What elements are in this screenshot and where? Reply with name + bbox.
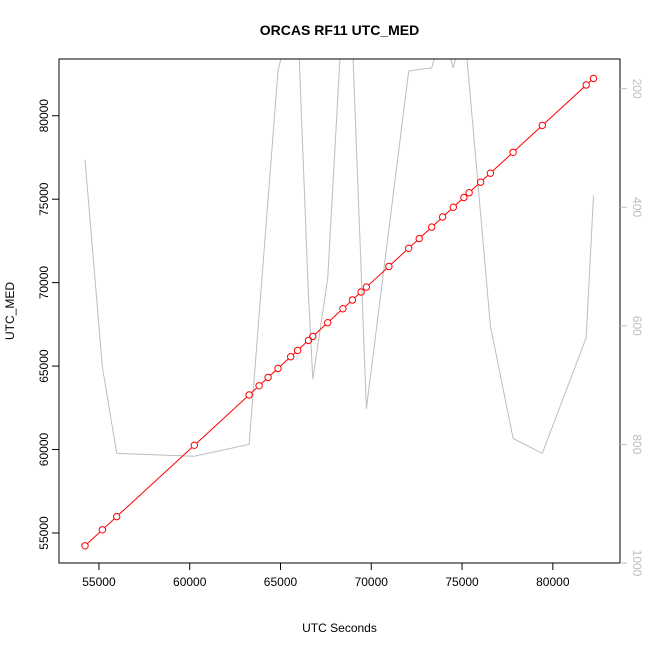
y2-tick-label: 400 — [630, 197, 644, 217]
series-line-segment — [471, 183, 479, 191]
data-point — [98, 526, 107, 534]
series-line-segment — [482, 174, 489, 181]
y2-tick-label: 600 — [630, 316, 644, 336]
data-point — [486, 169, 495, 177]
data-point — [405, 244, 413, 253]
x-tick-label: 55000 — [82, 575, 116, 589]
data-point — [476, 178, 485, 186]
series-line-segment — [544, 86, 585, 124]
y-tick-label: 55000 — [37, 516, 51, 550]
y-axis-label: UTC_MED — [3, 282, 17, 340]
data-point — [264, 373, 272, 382]
series-line-segment — [444, 209, 452, 216]
series-line-right-axis — [84, 59, 594, 457]
y2-axis: 200 400 600 800 1000 — [620, 79, 644, 577]
x-axis: 55000 60000 65000 70000 75000 80000 — [82, 563, 570, 589]
data-point — [274, 364, 282, 373]
data-point — [287, 353, 295, 361]
data-point — [339, 305, 347, 313]
y-axis: 55000 60000 65000 70000 75000 80000 — [37, 99, 59, 550]
x-axis-label: UTC Seconds — [302, 621, 377, 635]
data-point — [538, 121, 546, 130]
data-point — [255, 382, 263, 390]
series-line-segment — [354, 293, 360, 299]
series-line-segment — [421, 228, 430, 237]
series-line-segment — [314, 324, 326, 335]
series-line-segment — [86, 531, 101, 544]
series-line-segment — [196, 396, 248, 444]
data-point — [190, 441, 199, 449]
y2-tick-label: 800 — [630, 434, 644, 454]
data-point — [582, 81, 590, 89]
series-line-segment — [329, 310, 341, 321]
x-tick-label: 70000 — [355, 575, 389, 589]
series-line-segment — [433, 218, 441, 226]
data-point — [113, 512, 121, 521]
series-line-segment — [270, 370, 276, 376]
x-tick-label: 65000 — [264, 575, 298, 589]
y-tick-label: 80000 — [37, 99, 51, 133]
series-line-segment — [261, 379, 267, 384]
series-line-segment — [104, 518, 115, 528]
data-point — [460, 193, 468, 202]
y2-tick-label: 1000 — [630, 550, 644, 577]
x-tick-label: 75000 — [445, 575, 479, 589]
series-line-segment — [299, 342, 307, 349]
series-line-segment — [410, 240, 418, 247]
series-line-segment — [588, 80, 592, 84]
x-tick-label: 60000 — [173, 575, 207, 589]
plot-frame — [58, 58, 621, 564]
y-tick-label: 70000 — [37, 266, 51, 300]
y2-tick-label: 200 — [630, 79, 644, 99]
series-line-segment — [344, 301, 351, 307]
series-line-segment — [390, 250, 407, 265]
data-point — [415, 234, 423, 243]
data-point — [357, 288, 365, 296]
series-line-segment — [251, 387, 258, 394]
data-point — [245, 391, 253, 399]
series-line-segment — [492, 154, 512, 172]
data-point — [385, 262, 393, 271]
data-point — [309, 332, 317, 341]
data-point — [465, 189, 473, 197]
series-line-segment — [279, 358, 289, 367]
data-point — [428, 223, 436, 231]
chart-title: ORCAS RF11 UTC_MED — [260, 22, 419, 38]
data-point — [438, 213, 447, 221]
series-line-segment — [118, 447, 193, 515]
data-point — [589, 74, 598, 83]
data-point — [509, 148, 517, 157]
data-point — [362, 283, 371, 291]
x-tick-label: 80000 — [536, 575, 570, 589]
y-tick-label: 75000 — [37, 182, 51, 216]
data-point — [348, 296, 357, 304]
data-point — [293, 346, 302, 355]
series-line-segment — [455, 199, 462, 206]
data-point — [449, 203, 457, 211]
series-line-segment — [368, 268, 387, 286]
y-tick-label: 65000 — [37, 349, 51, 383]
y-tick-label: 60000 — [37, 432, 51, 466]
data-point — [81, 542, 89, 550]
plot-layer — [81, 59, 598, 550]
series-line-segment — [515, 127, 541, 151]
data-point — [324, 319, 332, 327]
data-point — [304, 336, 313, 345]
